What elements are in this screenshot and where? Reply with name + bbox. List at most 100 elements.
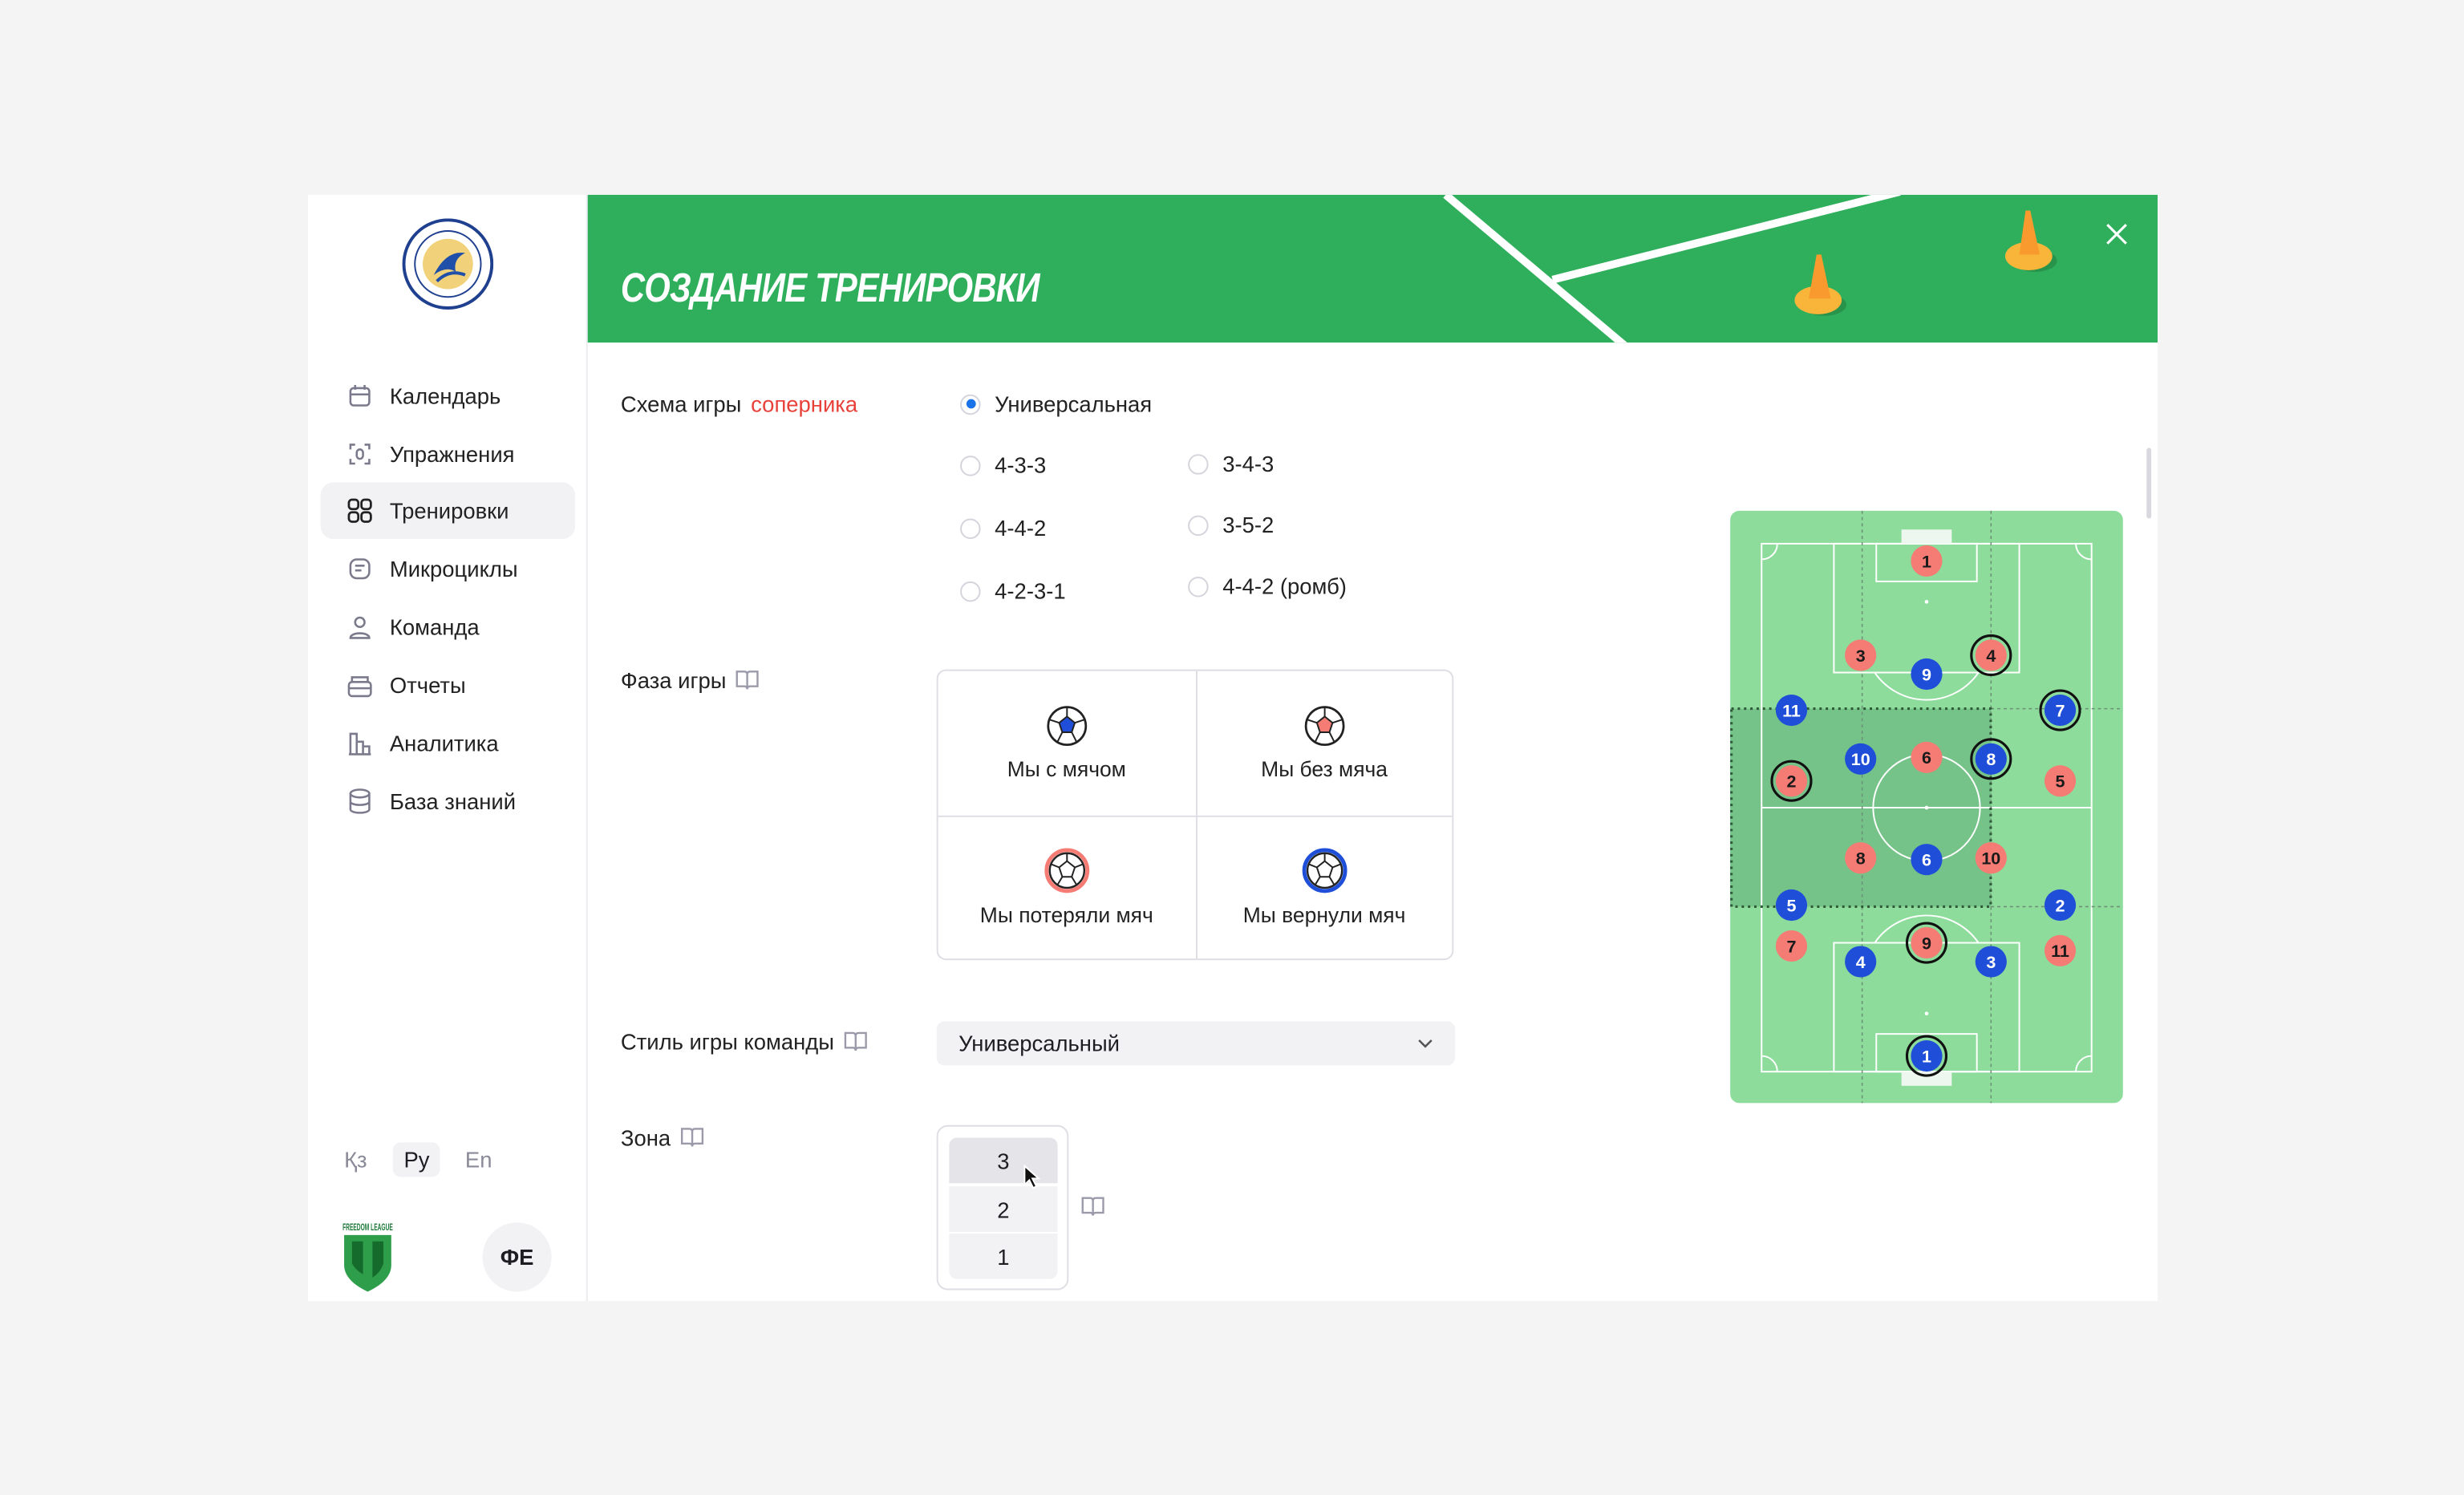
player-marker (2044, 934, 2077, 966)
red-player[interactable]: 2 (1770, 760, 1813, 802)
database-icon (349, 788, 371, 814)
sidebar-item[interactable]: База знаний (321, 773, 575, 830)
player-number: 1 (1922, 1046, 1931, 1066)
red-player[interactable]: 7 (1775, 930, 1808, 962)
scheme-label-accent: соперника (751, 391, 858, 417)
red-player[interactable]: 6 (1911, 741, 1943, 773)
sidebar-item[interactable]: Календарь (321, 367, 575, 424)
scheme-radio-option[interactable]: 4-4-2 (ромб) (1188, 573, 1347, 598)
highlight-ring (1905, 1035, 1948, 1077)
sidebar-item-label: База знаний (389, 788, 517, 814)
phase-with-ball[interactable]: Мы с мячом (938, 671, 1195, 815)
scheme-label: Схема игры соперника (621, 391, 857, 416)
zone-label: Зона (621, 1125, 703, 1150)
ball-red-ring-icon (1044, 848, 1089, 893)
player-number: 2 (2056, 895, 2065, 915)
cone-icon (1794, 254, 1847, 316)
sidebar-item[interactable]: Упражнения (321, 426, 575, 483)
radio-icon (960, 580, 981, 602)
radio-icon (960, 517, 981, 539)
red-player[interactable]: 1 (1911, 545, 1943, 577)
player-marker (1911, 844, 1943, 876)
modal-header: СОЗДАНИЕ ТРЕНИРОВКИ (587, 194, 2158, 343)
lang-ru[interactable]: Ру (392, 1142, 441, 1177)
user-icon (349, 616, 371, 639)
book-icon[interactable] (736, 670, 759, 691)
book-icon[interactable] (680, 1127, 703, 1149)
blue-player[interactable]: 2 (2044, 889, 2077, 922)
radio-label: 4-2-3-1 (995, 577, 1066, 604)
zone-option-2[interactable]: 2 (949, 1186, 1058, 1233)
sidebar-item[interactable]: Команда (321, 598, 575, 655)
ball-blue-center-icon (1046, 706, 1087, 747)
player-marker (1911, 741, 1943, 773)
scheme-radio-option[interactable]: 4-2-3-1 (960, 578, 1066, 603)
red-player[interactable]: 8 (1845, 842, 1877, 874)
red-player[interactable]: 11 (2044, 934, 2077, 966)
scheme-radio-option[interactable]: 3-4-3 (1188, 451, 1274, 476)
book-icon[interactable] (1081, 1196, 1104, 1217)
highlight-ring (2039, 689, 2081, 731)
blue-player[interactable]: 10 (1845, 743, 1877, 775)
user-avatar[interactable]: ФЕ (482, 1222, 552, 1292)
phase-grid: Мы с мячом Мы без мяча Мы потеряли мяч М… (936, 669, 1454, 961)
player-number: 11 (1782, 700, 1801, 720)
goal-top (1901, 529, 1952, 544)
blue-player[interactable]: 5 (1775, 889, 1808, 922)
zone-option-1[interactable]: 1 (949, 1233, 1058, 1279)
phase-lost-ball[interactable]: Мы потеряли мяч (938, 814, 1195, 958)
sidebar-item[interactable]: Микроциклы (321, 541, 575, 598)
player-number: 8 (1986, 749, 1996, 769)
red-player[interactable]: 4 (1970, 634, 2012, 677)
scheme-radio-option[interactable]: 4-4-2 (960, 516, 1046, 541)
radio-label: 3-5-2 (1222, 512, 1275, 538)
player-number: 3 (1986, 952, 1996, 972)
zone-label-text: Зона (620, 1124, 671, 1151)
goal-bottom (1901, 1072, 1952, 1086)
style-select[interactable]: Универсальный (936, 1021, 1456, 1066)
blue-player[interactable]: 4 (1845, 946, 1877, 978)
player-number: 6 (1922, 850, 1931, 870)
red-player[interactable]: 9 (1905, 922, 1948, 964)
phase-label-text: Фаза игры (620, 667, 727, 694)
zone-option-3[interactable]: 3 (949, 1137, 1058, 1184)
lang-kz[interactable]: Қз (344, 1147, 367, 1173)
player-marker (1975, 743, 2007, 775)
scrollbar[interactable] (2146, 448, 2152, 519)
scheme-radio-option[interactable]: 4-3-3 (960, 452, 1046, 478)
book-icon[interactable] (844, 1031, 867, 1052)
red-player[interactable]: 10 (1975, 842, 2007, 874)
blue-player[interactable]: 11 (1775, 694, 1808, 727)
player-marker (1911, 926, 1943, 959)
phase-regained-ball[interactable]: Мы вернули мяч (1194, 814, 1453, 959)
player-marker (1775, 889, 1808, 922)
lang-en[interactable]: En (464, 1147, 492, 1173)
radio-label: 3-4-3 (1222, 451, 1275, 476)
player-marker (1911, 545, 1943, 577)
analytics-icon (348, 732, 371, 756)
phase-without-ball[interactable]: Мы без мяча (1194, 671, 1452, 815)
red-player[interactable]: 3 (1845, 639, 1877, 671)
blue-player[interactable]: 6 (1911, 844, 1943, 876)
blue-player[interactable]: 8 (1970, 738, 2012, 780)
scheme-radio-option[interactable]: 3-5-2 (1188, 513, 1274, 537)
style-label-text: Стиль игры команды (620, 1029, 834, 1055)
scheme-radio-option[interactable]: Универсальная (960, 391, 1152, 416)
sidebar-item[interactable]: Аналитика (321, 715, 575, 772)
red-player[interactable]: 5 (2044, 765, 2077, 797)
mouse-cursor-icon (1023, 1164, 1041, 1189)
sidebar-item-label: Отчеты (389, 672, 466, 698)
radio-icon (1188, 514, 1209, 536)
exercise-icon (349, 444, 371, 465)
blue-player[interactable]: 1 (1905, 1035, 1948, 1077)
blue-player[interactable]: 3 (1975, 946, 2007, 978)
sidebar-item[interactable]: Отчеты (321, 657, 575, 714)
blue-player[interactable]: 7 (2039, 689, 2081, 731)
microcycle-icon (349, 558, 371, 580)
phase-label: Фаза игры (621, 668, 760, 693)
close-icon[interactable] (2104, 220, 2129, 248)
blue-player[interactable]: 9 (1911, 658, 1943, 691)
sidebar-item[interactable]: Тренировки (320, 482, 576, 540)
highlight-ring (1770, 760, 1813, 802)
player-number: 10 (1981, 849, 2000, 869)
